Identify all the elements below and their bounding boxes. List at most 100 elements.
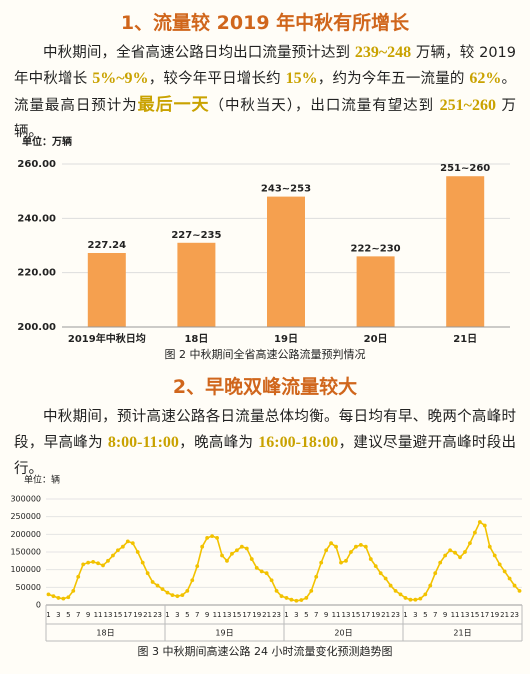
point bbox=[165, 590, 170, 595]
group-label: 19日 bbox=[215, 629, 233, 638]
bar-chart: 单位：万辆 200.00 220.00 240.00 260.00 227.24 2019年… bbox=[17, 135, 510, 361]
point bbox=[46, 592, 51, 597]
bar bbox=[356, 256, 395, 327]
x-tick-label: 5 bbox=[66, 611, 70, 619]
value-label: 243~253 bbox=[261, 184, 311, 195]
x-tick-label: 11 bbox=[332, 611, 341, 619]
x-tick-label: 17 bbox=[480, 611, 489, 619]
point bbox=[76, 574, 81, 579]
text-run: （中秋当天），出口流量有望达到 bbox=[209, 98, 440, 114]
emphasis: 16:00-18:00 bbox=[258, 434, 339, 451]
point bbox=[388, 583, 393, 588]
group-label: 18日 bbox=[96, 629, 114, 638]
section-title: 1、流量较 2019 年中秋有所增长 bbox=[120, 12, 410, 34]
emphasis: 最后一天 bbox=[137, 95, 210, 115]
x-tick-label: 1 bbox=[46, 611, 50, 619]
x-tick-label: 23 bbox=[153, 611, 162, 619]
point bbox=[155, 583, 160, 588]
x-tick-label: 7 bbox=[76, 611, 80, 619]
y-tick-label: 250000 bbox=[10, 512, 41, 521]
point bbox=[492, 553, 497, 558]
emphasis: 8:00-11:00 bbox=[107, 434, 179, 451]
x-tick-label: 3 bbox=[56, 611, 60, 619]
point bbox=[185, 588, 190, 593]
point bbox=[383, 576, 388, 581]
point bbox=[230, 551, 234, 556]
point bbox=[130, 541, 135, 546]
group-label: 20日 bbox=[334, 629, 352, 638]
value-label: 251~260 bbox=[440, 163, 490, 174]
point bbox=[487, 544, 492, 549]
point bbox=[408, 597, 413, 602]
point bbox=[269, 578, 274, 583]
point bbox=[497, 562, 502, 567]
point bbox=[418, 596, 423, 601]
point bbox=[101, 563, 105, 568]
y-unit: 单位：辆 bbox=[24, 474, 60, 486]
point bbox=[453, 550, 457, 555]
point bbox=[215, 535, 219, 540]
line-chart: 单位：辆 0 50000 100000 150000 200000 250000 300000… bbox=[10, 474, 523, 658]
point bbox=[349, 550, 353, 554]
point bbox=[234, 548, 239, 553]
point bbox=[279, 594, 284, 599]
y-tick-label: 200.00 bbox=[17, 322, 56, 333]
point bbox=[170, 593, 175, 598]
point bbox=[512, 583, 517, 588]
point bbox=[423, 592, 428, 597]
x-tick-label: 15 bbox=[113, 611, 122, 619]
x-tick-label: 1 bbox=[165, 611, 169, 619]
y-tick-label: 200000 bbox=[10, 530, 41, 539]
point bbox=[200, 544, 205, 549]
point bbox=[339, 560, 343, 565]
point bbox=[299, 598, 304, 602]
bar bbox=[267, 196, 305, 327]
point bbox=[368, 557, 373, 561]
text-run: ，约为今年五一流量的 bbox=[317, 71, 470, 87]
section-title: 2、早晚双峰流量较大 bbox=[172, 376, 358, 398]
emphasis: 251~260 bbox=[439, 97, 496, 114]
x-tick-label: 9 bbox=[324, 611, 328, 619]
x-tick-label: 20日 bbox=[364, 333, 388, 345]
point bbox=[428, 583, 433, 588]
x-tick-label: 23 bbox=[391, 611, 400, 619]
x-tick-label: 13 bbox=[104, 611, 113, 619]
point bbox=[140, 560, 145, 565]
point bbox=[120, 544, 125, 549]
text-run: ，晚高峰为 bbox=[178, 435, 259, 451]
value-label: 222~230 bbox=[351, 243, 401, 254]
point bbox=[373, 564, 378, 569]
point bbox=[254, 566, 259, 570]
y-unit: 单位：万辆 bbox=[22, 135, 72, 148]
value-label: 227~235 bbox=[171, 230, 221, 241]
point bbox=[81, 562, 86, 567]
x-tick-label: 21 bbox=[500, 611, 509, 619]
x-tick-label: 13 bbox=[223, 611, 232, 619]
point bbox=[458, 555, 462, 560]
point bbox=[96, 561, 100, 566]
point bbox=[249, 557, 254, 561]
x-tick-label: 19日 bbox=[274, 333, 298, 345]
point bbox=[284, 596, 289, 600]
x-tick-label: 3 bbox=[294, 611, 298, 619]
point bbox=[403, 596, 408, 600]
point bbox=[448, 548, 453, 553]
x-tick-label: 1 bbox=[284, 611, 288, 619]
point bbox=[358, 543, 363, 547]
caption: 图 3 中秋期间高速公路 24 小时流量变化预测趋势图 bbox=[138, 644, 393, 658]
point bbox=[353, 544, 358, 549]
bar bbox=[177, 242, 216, 327]
point bbox=[294, 598, 299, 603]
x-tick-label: 11 bbox=[94, 611, 103, 619]
x-tick-label: 15 bbox=[232, 611, 241, 619]
point bbox=[244, 546, 249, 551]
point bbox=[190, 578, 195, 583]
point bbox=[344, 558, 348, 563]
emphasis: 239~248 bbox=[354, 44, 412, 61]
point bbox=[517, 588, 522, 593]
point bbox=[324, 548, 329, 553]
line bbox=[48, 520, 521, 602]
point bbox=[71, 588, 76, 593]
point bbox=[463, 550, 467, 554]
